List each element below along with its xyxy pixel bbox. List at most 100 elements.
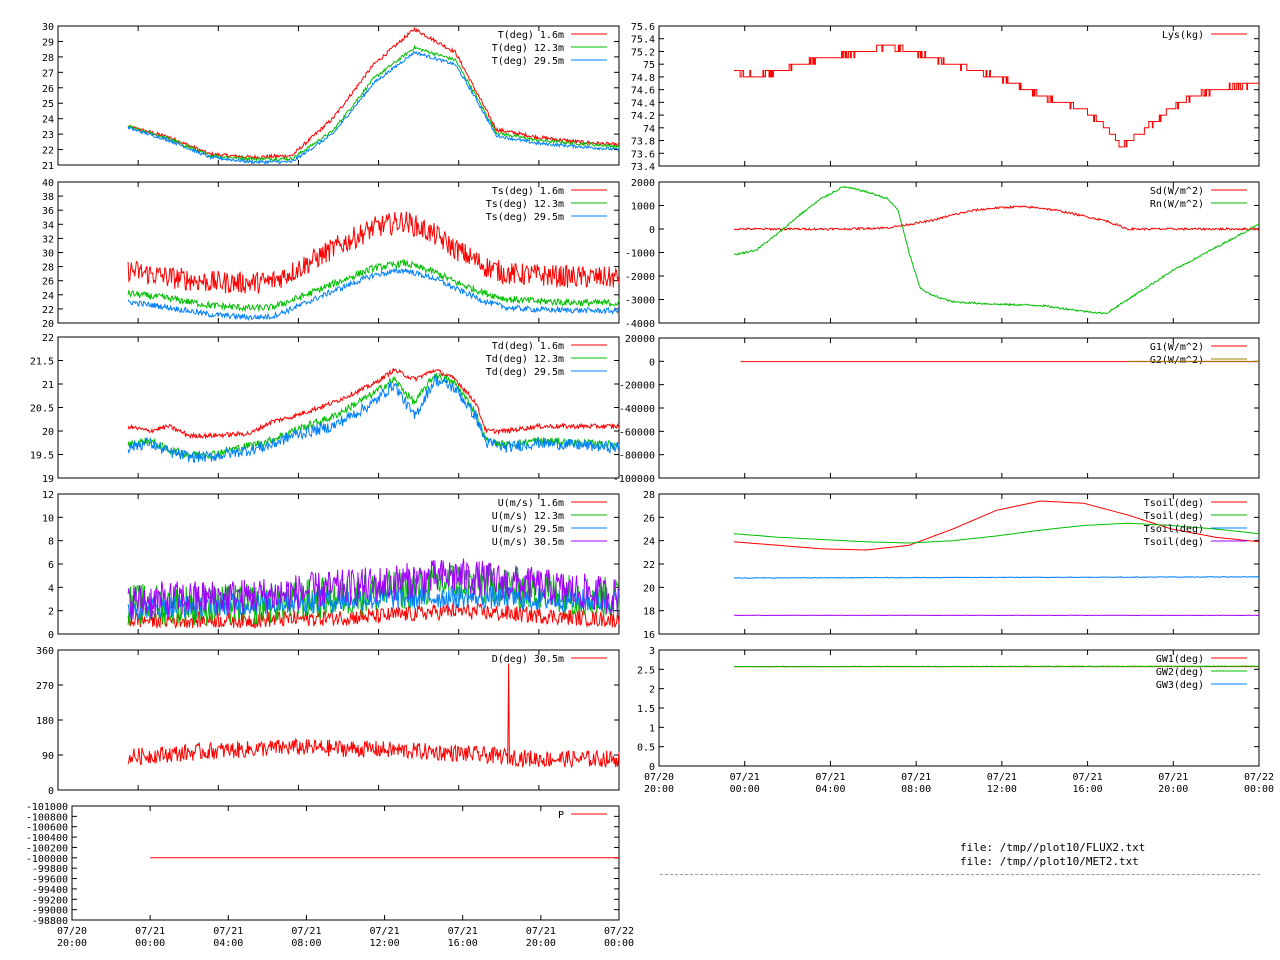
y-tick-label: 0 <box>48 786 54 797</box>
y-tick-label: 74 <box>643 124 655 135</box>
y-tick-label: 18 <box>643 607 655 618</box>
y-tick-label: -1000 <box>625 249 655 260</box>
legend-label: Rn(W/m^2) <box>1150 199 1204 210</box>
y-tick-label: 6 <box>48 560 54 571</box>
y-tick-label: -100400 <box>26 833 68 844</box>
legend-label: G2(W/m^2) <box>1150 355 1204 366</box>
legend-label: Td(deg) 1.6m <box>492 341 564 352</box>
y-tick-label: 26 <box>42 277 54 288</box>
legend-label: U(m/s) 12.3m <box>492 511 564 522</box>
chart-Ts: 20 22 24 26 28 30 32 34 36 38 40 Ts(deg) 1.6m Ts(deg… <box>42 178 620 330</box>
legend-label: T(deg) 1.6m <box>498 30 564 41</box>
y-tick-label: -100600 <box>26 823 68 834</box>
legend-label: Td(deg) 12.3m <box>486 354 564 365</box>
y-tick-label: 74.4 <box>631 98 655 109</box>
legend-label: P <box>558 810 564 821</box>
file-label-flux: file: /tmp//plot10/FLUX2.txt <box>960 841 1146 854</box>
legend-label: GW1(deg) <box>1156 654 1204 665</box>
y-tick-label: 26 <box>42 84 54 95</box>
chart-Lys: 73.4 73.673.8 74 74.2 74.474.6 74.8 75 75.275.4… <box>631 22 1260 173</box>
x-tick-label: 16:00 <box>1073 784 1103 795</box>
y-tick-label: 2 <box>48 607 54 618</box>
y-tick-label: -99600 <box>32 875 68 886</box>
chart-GW: 00.511.522.5307/2020:0007/2100:0007/2104… <box>637 646 1274 795</box>
legend-label: Td(deg) 29.5m <box>486 367 564 378</box>
y-tick-label: 2 <box>649 685 655 696</box>
y-tick-label: 8 <box>48 537 54 548</box>
series-line <box>733 500 1260 551</box>
series-line <box>733 205 1260 232</box>
y-tick-label: 75 <box>643 60 655 71</box>
y-tick-label: 24 <box>42 115 54 126</box>
y-tick-label: 75.6 <box>631 22 655 33</box>
legend-label: Tsoil(deg) <box>1144 524 1204 535</box>
x-tick-label: 16:00 <box>448 938 478 949</box>
y-tick-label: 75.2 <box>631 47 655 58</box>
y-tick-label: 21.5 <box>30 357 54 368</box>
series-line <box>127 558 620 620</box>
x-tick-label: 00:00 <box>135 938 165 949</box>
chart-U: 0 2 4 6 8 10 12 U(m/s) 1.6m U(m/s) 12.3m U(m/s) 2… <box>42 490 620 641</box>
y-tick-label: 20 <box>42 319 54 330</box>
series-line <box>127 374 620 463</box>
series-line <box>127 371 620 460</box>
y-tick-label: 16 <box>643 630 655 641</box>
legend-label: D(deg) 30.5m <box>492 654 564 665</box>
x-tick-label: 07/21 <box>448 926 478 937</box>
legend-label: Lys(kg) <box>1162 30 1204 41</box>
x-tick-label: 20:00 <box>644 784 674 795</box>
y-tick-label: 22 <box>643 560 655 571</box>
y-tick-label: 21 <box>42 380 54 391</box>
series-line <box>127 211 620 294</box>
x-tick-label: 07/20 <box>644 772 674 783</box>
y-tick-label: 4 <box>48 583 54 594</box>
x-tick-label: 12:00 <box>987 784 1017 795</box>
y-tick-label: 1 <box>649 723 655 734</box>
x-tick-label: 07/21 <box>901 772 931 783</box>
x-tick-label: 20:00 <box>526 938 556 949</box>
y-tick-label: -60000 <box>619 427 655 438</box>
y-tick-label: 10 <box>42 513 54 524</box>
x-tick-label: 00:00 <box>604 938 634 949</box>
chart-P: -98800-99000-99200-99400-99600-99800-100… <box>26 802 634 949</box>
series-line <box>127 258 620 313</box>
y-tick-label: -98800 <box>32 916 68 927</box>
y-tick-label: 28 <box>42 263 54 274</box>
y-tick-label: -40000 <box>619 404 655 415</box>
y-tick-label: 0 <box>48 630 54 641</box>
series-line <box>733 575 1260 579</box>
y-tick-label: 2.5 <box>637 665 655 676</box>
y-tick-label: 73.8 <box>631 137 655 148</box>
x-tick-label: 07/21 <box>815 772 845 783</box>
series-line <box>127 267 620 322</box>
x-tick-label: 20:00 <box>1158 784 1188 795</box>
divider <box>660 874 1260 875</box>
y-tick-label: 12 <box>42 490 54 501</box>
y-tick-label: 270 <box>36 681 54 692</box>
x-tick-label: 04:00 <box>213 938 243 949</box>
y-tick-label: 36 <box>42 206 54 217</box>
y-tick-label: -99400 <box>32 885 68 896</box>
series-line <box>127 563 620 626</box>
legend-label: T(deg) 29.5m <box>492 56 564 67</box>
y-tick-label: 38 <box>42 192 54 203</box>
y-tick-label: 22 <box>42 305 54 316</box>
y-tick-label: 28 <box>42 53 54 64</box>
x-tick-label: 07/21 <box>1158 772 1188 783</box>
y-tick-label: 20 <box>643 583 655 594</box>
legend-label: Tsoil(deg) <box>1144 511 1204 522</box>
plot-frame <box>57 649 620 791</box>
y-tick-label: -20000 <box>619 381 655 392</box>
x-tick-label: 07/21 <box>135 926 165 937</box>
y-tick-label: 26 <box>643 513 655 524</box>
legend-label: GW3(deg) <box>1156 680 1204 691</box>
y-tick-label: 24 <box>42 291 54 302</box>
x-tick-label: 07/22 <box>604 926 634 937</box>
legend-label: Ts(deg) 12.3m <box>486 199 564 210</box>
series-line <box>734 44 1259 148</box>
y-tick-label: 28 <box>643 490 655 501</box>
series-line <box>733 185 1260 315</box>
y-tick-label: -100800 <box>26 812 68 823</box>
series-line <box>127 368 620 440</box>
legend-label: U(m/s) 1.6m <box>498 498 564 509</box>
